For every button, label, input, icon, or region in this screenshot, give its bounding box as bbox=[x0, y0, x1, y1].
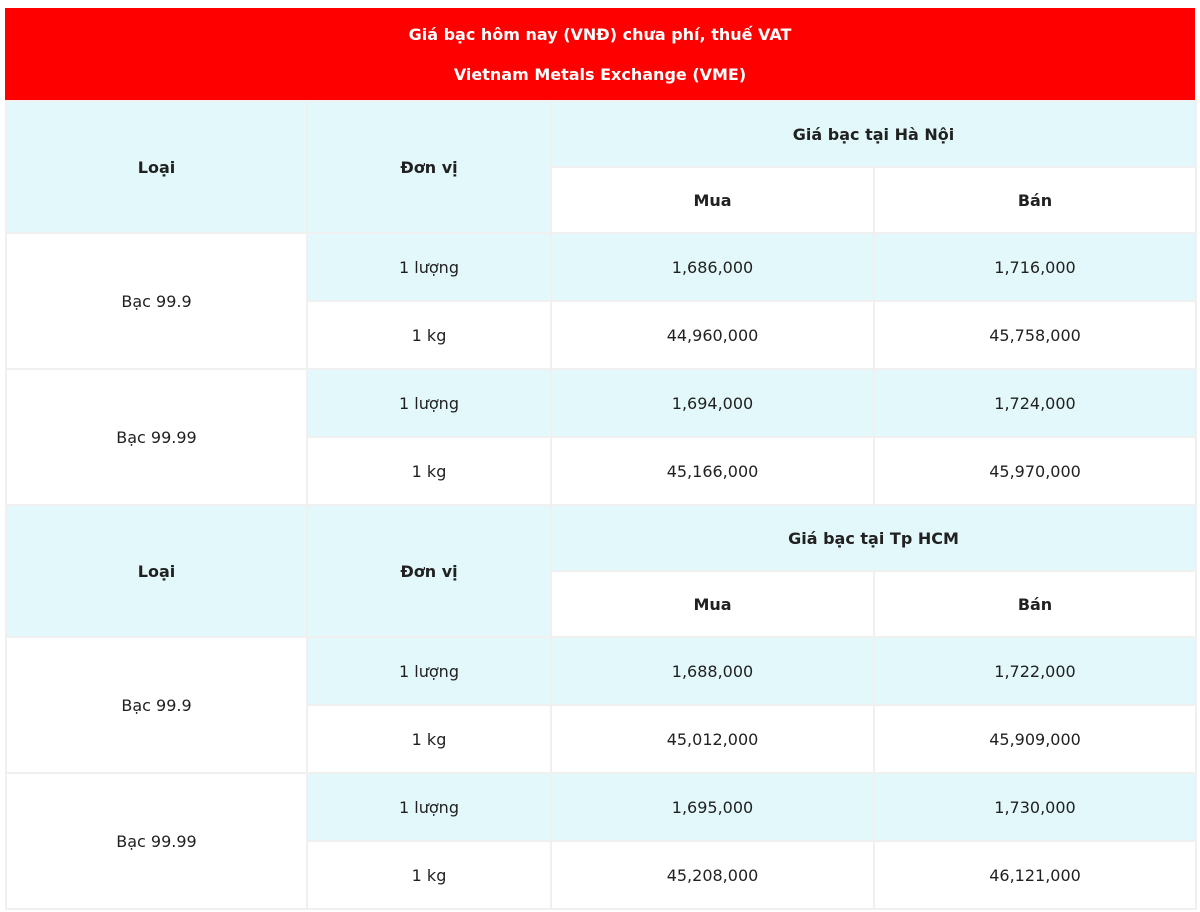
buy-column-header: Mua bbox=[550, 166, 875, 234]
unit-cell: 1 kg bbox=[306, 300, 552, 370]
buy-price-cell: 45,208,000 bbox=[550, 840, 875, 910]
buy-price-cell: 1,694,000 bbox=[550, 368, 875, 438]
table-row: 1 kg 45,012,000 45,909,000 bbox=[6, 704, 1198, 774]
banner-title: Giá bạc hôm nay (VNĐ) chưa phí, thuế VAT bbox=[408, 24, 792, 44]
table-row: 1 kg 44,960,000 45,758,000 bbox=[6, 300, 1198, 370]
type-column-header: Loại bbox=[5, 504, 308, 638]
price-banner: Giá bạc hôm nay (VNĐ) chưa phí, thuế VAT… bbox=[5, 8, 1195, 100]
section-title-hanoi: Giá bạc tại Hà Nội bbox=[549, 100, 1198, 168]
buy-price-cell: 44,960,000 bbox=[550, 300, 875, 370]
unit-cell: 1 kg bbox=[306, 436, 552, 506]
unit-column-header: Đơn vị bbox=[306, 504, 552, 638]
silver-type-cell: Bạc 99.99 bbox=[5, 368, 308, 506]
table-row: Bạc 99.99 1 lượng 1,695,000 1,730,000 bbox=[5, 772, 1198, 910]
buy-price-cell: 1,695,000 bbox=[550, 772, 875, 842]
buy-column-header: Mua bbox=[550, 570, 875, 638]
unit-cell: 1 lượng bbox=[306, 368, 552, 438]
silver-type-cell: Bạc 99.9 bbox=[5, 232, 308, 370]
banner-exchange-name: Vietnam Metals Exchange (VME) bbox=[453, 64, 747, 84]
silver-type-cell: Bạc 99.99 bbox=[5, 772, 308, 910]
sell-price-cell: 1,730,000 bbox=[872, 772, 1198, 842]
silver-price-table: Loại Đơn vị Giá bạc tại Hà Nội Mua Bán B… bbox=[5, 100, 1198, 910]
unit-cell: 1 kg bbox=[306, 840, 552, 910]
table-row: 1 kg 45,166,000 45,970,000 bbox=[6, 436, 1198, 506]
sell-price-cell: 1,722,000 bbox=[872, 636, 1198, 706]
buy-price-cell: 45,012,000 bbox=[550, 704, 875, 774]
sell-price-cell: 45,758,000 bbox=[872, 300, 1198, 370]
sell-price-cell: 1,724,000 bbox=[872, 368, 1198, 438]
type-column-header: Loại bbox=[5, 100, 308, 234]
unit-column-header: Đơn vị bbox=[306, 100, 552, 234]
buy-price-cell: 45,166,000 bbox=[550, 436, 875, 506]
sell-column-header: Bán bbox=[872, 570, 1198, 638]
table-row: Bạc 99.9 1 lượng 1,686,000 1,716,000 bbox=[5, 232, 1198, 370]
section-title-hcm: Giá bạc tại Tp HCM bbox=[549, 504, 1198, 572]
buy-price-cell: 1,686,000 bbox=[550, 232, 875, 302]
sell-price-cell: 1,716,000 bbox=[872, 232, 1198, 302]
table-row: 1 kg 45,208,000 46,121,000 bbox=[6, 840, 1198, 910]
sell-price-cell: 46,121,000 bbox=[872, 840, 1198, 910]
table-row: Bạc 99.99 1 lượng 1,694,000 1,724,000 bbox=[5, 368, 1198, 506]
unit-cell: 1 lượng bbox=[306, 636, 552, 706]
unit-cell: 1 kg bbox=[306, 704, 552, 774]
unit-cell: 1 lượng bbox=[306, 772, 552, 842]
unit-cell: 1 lượng bbox=[306, 232, 552, 302]
buy-price-cell: 1,688,000 bbox=[550, 636, 875, 706]
sell-price-cell: 45,970,000 bbox=[872, 436, 1198, 506]
sell-price-cell: 45,909,000 bbox=[872, 704, 1198, 774]
silver-type-cell: Bạc 99.9 bbox=[5, 636, 308, 774]
sell-column-header: Bán bbox=[872, 166, 1198, 234]
table-row: Bạc 99.9 1 lượng 1,688,000 1,722,000 bbox=[5, 636, 1198, 774]
